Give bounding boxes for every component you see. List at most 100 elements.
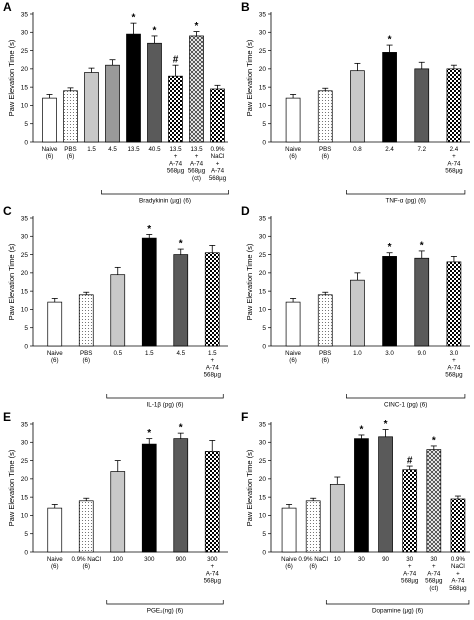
category-label-line: 568µg	[401, 578, 419, 585]
y-tick-label: 20	[21, 476, 29, 483]
bar	[189, 35, 204, 143]
category-label-line: 9.0	[417, 350, 426, 357]
category-label-line: (ct)	[429, 585, 438, 592]
category-label-line: (6)	[289, 357, 297, 364]
category-label-line: PBS	[319, 350, 331, 357]
bar	[63, 90, 78, 143]
y-axis-label: Paw Elevation Time (s)	[245, 243, 254, 320]
category-label-line: 568µg	[449, 585, 467, 592]
y-tick-label: 5	[262, 531, 266, 538]
y-tick-label: 15	[259, 494, 267, 501]
panel-letter: D	[241, 204, 250, 218]
category-label-line: A-74	[169, 160, 183, 167]
bar	[126, 33, 141, 143]
category-label: 1.5	[87, 146, 96, 153]
panel-f: F 0 5 10 15 20 25 30 35 Paw Elevation Time (s) Nai…	[241, 410, 470, 615]
panel-letter: A	[3, 0, 12, 14]
y-tick-label: 30	[21, 234, 29, 241]
panel-letter: B	[241, 0, 250, 14]
significance-mark: *	[420, 240, 424, 251]
category-label-line: 0.8	[353, 146, 362, 153]
category-label-line: 13.5	[127, 146, 140, 153]
category-label-line: 1.5	[208, 350, 217, 357]
category-label: 1.0	[353, 350, 362, 357]
category-label: 4.5	[176, 350, 185, 357]
significance-mark: *	[153, 25, 157, 36]
y-tick-label: 35	[21, 215, 29, 222]
significance-mark: *	[179, 239, 183, 250]
category-label: 900	[176, 556, 187, 563]
bar	[350, 70, 365, 143]
category-label-line: A-74	[206, 364, 220, 371]
category-label-line: +	[432, 563, 436, 570]
category-label-line: 13.5	[169, 146, 182, 153]
panel-d: D 0 5 10 15 20 25 30 35 Paw Elevation Time (s) Nai…	[241, 204, 470, 409]
category-label-line: Naive	[47, 556, 63, 563]
bar	[204, 252, 220, 347]
group-label: Bradykinin (µg) (6)	[139, 198, 191, 205]
category-label: PBS (6)	[319, 350, 331, 364]
y-tick-label: 25	[259, 252, 267, 259]
y-tick-label: 25	[259, 48, 267, 55]
bar	[378, 436, 393, 553]
significance-mark: #	[407, 456, 413, 467]
category-label-line: (6)	[285, 563, 293, 570]
y-tick-label: 20	[21, 66, 29, 73]
category-label: 13.5 + A-74 568µg	[167, 146, 185, 175]
panel-c: C 0 5 10 15 20 25 30 35 Paw Elevation Time (s) Nai…	[3, 204, 228, 409]
category-label: 30 + A-74 568µg	[401, 556, 419, 585]
bar	[305, 500, 321, 553]
category-label-line: 568µg	[445, 372, 463, 379]
category-label: 300	[144, 556, 155, 563]
y-tick-label: 0	[262, 139, 266, 146]
category-label-line: (6)	[67, 153, 75, 160]
category-label-line: (6)	[82, 357, 90, 364]
y-tick-label: 10	[259, 513, 267, 520]
y-tick-label: 5	[24, 325, 28, 332]
significance-mark: *	[388, 242, 392, 253]
category-label: Naive (6)	[47, 350, 63, 364]
category-label-line: 0.9%	[210, 146, 225, 153]
category-label-line: (6)	[321, 357, 329, 364]
significance-mark: *	[147, 428, 151, 439]
bar	[105, 64, 120, 143]
category-label: 3.0 + A-74 568µg	[445, 350, 463, 379]
category-label-line: 10	[334, 556, 341, 563]
category-label-line: 0.9% NaCl	[71, 556, 101, 563]
bar	[317, 294, 333, 347]
bar	[426, 449, 442, 553]
category-label: Naive (6)	[47, 556, 63, 570]
category-label-line: (6)	[51, 563, 59, 570]
y-tick-label: 35	[259, 215, 267, 222]
category-label-line: 568µg	[204, 578, 222, 585]
y-tick-label: 20	[259, 270, 267, 277]
bar	[354, 438, 369, 553]
category-label: 100	[113, 556, 124, 563]
panel-letter: E	[3, 410, 11, 424]
significance-mark: *	[359, 424, 363, 435]
group-label: PGE₂(ng) (6)	[147, 608, 183, 615]
category-label: PBS (6)	[319, 146, 331, 160]
category-label-line: PBS	[64, 146, 76, 153]
panel-letter: F	[241, 410, 248, 424]
category-label-line: A-74	[447, 364, 461, 371]
bar	[47, 507, 63, 553]
y-axis-label: Paw Elevation Time (s)	[7, 243, 16, 320]
y-tick-label: 25	[21, 458, 29, 465]
bar	[141, 443, 157, 553]
category-label-line: 30	[406, 556, 413, 563]
y-tick-label: 5	[262, 121, 266, 128]
bar	[78, 500, 94, 553]
category-label-line: 100	[113, 556, 124, 563]
bar	[47, 301, 63, 347]
category-label-line: +	[210, 357, 214, 364]
bar	[350, 279, 365, 347]
y-tick-label: 15	[259, 288, 267, 295]
category-label-line: +	[210, 563, 214, 570]
group-bracket	[106, 600, 224, 605]
category-label-line: 568µg	[209, 175, 227, 182]
group-bracket	[101, 190, 229, 195]
bar	[78, 294, 94, 347]
y-tick-label: 30	[21, 30, 29, 37]
